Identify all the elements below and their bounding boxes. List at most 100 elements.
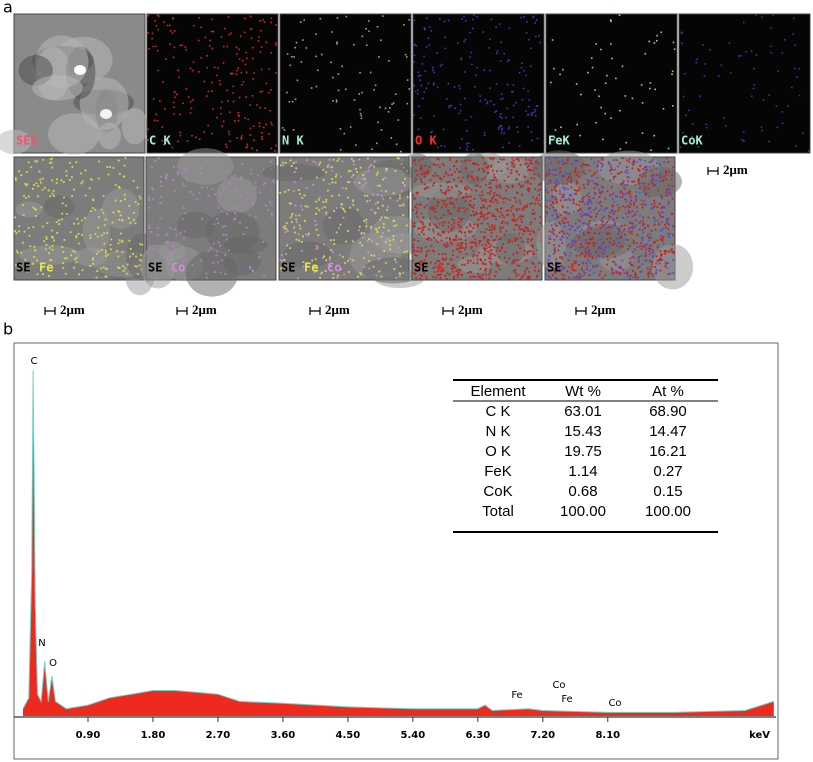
peak-label: Fe	[511, 690, 522, 701]
signal-dot	[498, 126, 500, 128]
signal-dot	[587, 72, 589, 74]
signal-dot	[660, 32, 662, 34]
signal-dot	[671, 195, 673, 197]
signal-dot	[368, 170, 370, 172]
signal-dot	[444, 37, 446, 39]
signal-dot	[668, 251, 670, 253]
signal-dot	[191, 108, 193, 110]
signal-dot	[611, 58, 613, 60]
signal-dot	[490, 100, 492, 102]
signal-dot	[603, 216, 605, 218]
signal-dot	[524, 231, 526, 233]
signal-dot	[388, 230, 390, 232]
signal-dot	[551, 225, 553, 227]
signal-dot	[546, 199, 548, 201]
signal-dot	[632, 257, 634, 259]
signal-dot	[467, 146, 469, 148]
signal-dot	[361, 118, 363, 120]
signal-dot	[128, 217, 130, 219]
signal-dot	[643, 173, 645, 175]
signal-dot	[600, 169, 602, 171]
map-label: C K	[149, 134, 171, 148]
signal-dot	[332, 277, 334, 279]
signal-dot	[294, 181, 296, 183]
signal-dot	[299, 224, 301, 226]
signal-dot	[179, 45, 181, 47]
signal-dot	[451, 228, 453, 230]
signal-dot	[208, 195, 210, 197]
signal-dot	[613, 178, 615, 180]
signal-dot	[619, 268, 621, 270]
signal-dot	[656, 255, 658, 257]
overlay-tile: SEFeCo	[262, 157, 431, 288]
signal-dot	[215, 255, 217, 257]
signal-dot	[648, 41, 650, 43]
signal-dot	[422, 223, 424, 225]
signal-dot	[480, 197, 482, 199]
signal-dot	[399, 195, 401, 197]
signal-dot	[259, 91, 261, 93]
signal-dot	[568, 175, 570, 177]
signal-dot	[654, 184, 656, 186]
signal-dot	[260, 30, 262, 32]
signal-dot	[600, 193, 602, 195]
signal-dot	[559, 238, 561, 240]
signal-dot	[532, 196, 534, 198]
signal-dot	[226, 213, 228, 215]
signal-dot	[443, 232, 445, 234]
signal-dot	[220, 113, 222, 115]
signal-dot	[442, 200, 444, 202]
signal-dot	[672, 170, 674, 172]
signal-dot	[445, 258, 447, 260]
signal-dot	[604, 250, 606, 252]
signal-dot	[465, 119, 467, 121]
signal-dot	[619, 110, 621, 112]
signal-dot	[289, 65, 291, 67]
signal-dot	[571, 186, 573, 188]
signal-dot	[306, 159, 308, 161]
signal-dot	[293, 190, 295, 192]
signal-dot	[601, 157, 603, 159]
x-tick-label: 2.70	[206, 730, 231, 741]
signal-dot	[611, 168, 613, 170]
signal-dot	[629, 158, 631, 160]
signal-dot	[554, 247, 556, 249]
signal-dot	[443, 203, 445, 205]
scale-bar	[708, 167, 718, 175]
signal-dot	[229, 34, 231, 36]
signal-dot	[464, 248, 466, 250]
signal-dot	[352, 241, 354, 243]
signal-dot	[645, 252, 647, 254]
signal-dot	[381, 129, 383, 131]
signal-dot	[14, 216, 16, 218]
signal-dot	[576, 203, 578, 205]
signal-dot	[457, 248, 459, 250]
signal-dot	[582, 223, 584, 225]
signal-dot	[447, 245, 449, 247]
signal-dot	[338, 158, 340, 160]
signal-dot	[473, 262, 475, 264]
signal-dot	[621, 171, 623, 173]
signal-dot	[641, 248, 643, 250]
signal-dot	[519, 248, 521, 250]
overlay-label: C	[570, 261, 577, 275]
signal-dot	[535, 36, 537, 38]
signal-dot	[426, 204, 428, 206]
signal-dot	[135, 222, 137, 224]
signal-dot	[364, 195, 366, 197]
signal-dot	[610, 117, 612, 119]
signal-dot	[477, 259, 479, 261]
signal-dot	[482, 194, 484, 196]
signal-dot	[484, 236, 486, 238]
signal-dot	[456, 199, 458, 201]
signal-dot	[575, 167, 577, 169]
signal-dot	[563, 193, 565, 195]
signal-dot	[361, 35, 363, 37]
signal-dot	[669, 273, 671, 275]
signal-dot	[447, 263, 449, 265]
signal-dot	[535, 115, 537, 117]
signal-dot	[531, 140, 533, 142]
signal-dot	[284, 129, 286, 131]
signal-dot	[288, 189, 290, 191]
signal-dot	[448, 231, 450, 233]
